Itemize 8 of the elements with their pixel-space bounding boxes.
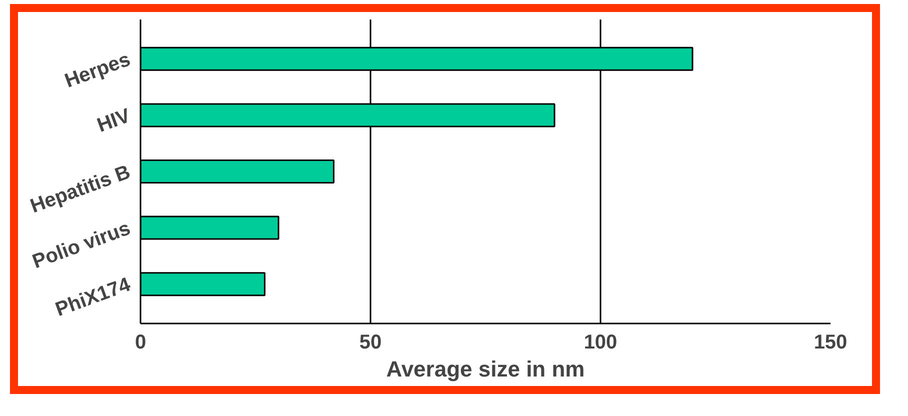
y-tick-label: Herpes [62, 48, 134, 92]
x-tick-label: 50 [359, 332, 382, 354]
x-tick-label: 100 [584, 332, 618, 354]
y-tick-label: Polio virus [30, 217, 134, 274]
x-tick-label: 150 [814, 332, 848, 354]
x-axis-title: Average size in nm [386, 356, 585, 382]
x-tick-label: 0 [134, 332, 146, 354]
y-tick-label: HIV [94, 104, 134, 137]
